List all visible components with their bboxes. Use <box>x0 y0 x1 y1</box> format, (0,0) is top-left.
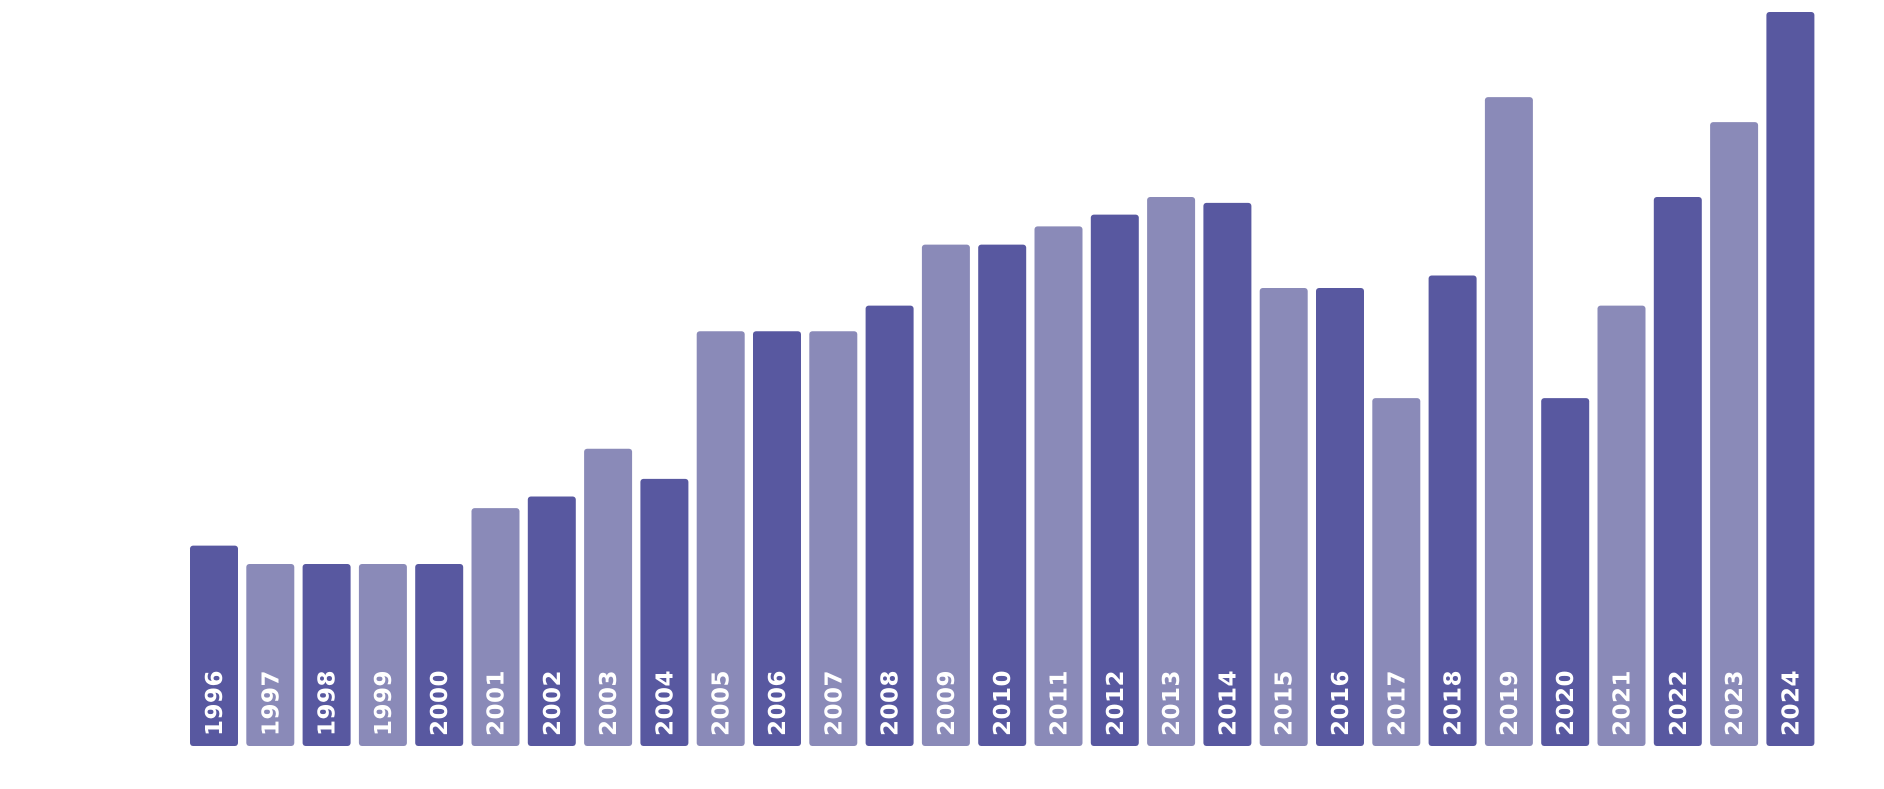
bar-group-2006: 2006 <box>753 331 801 746</box>
bar-group-2022: 2022 <box>1653 196 1702 746</box>
bar-2003 <box>584 448 633 746</box>
bar-group-2013: 2013 <box>1147 196 1196 746</box>
bar-group-2012: 2012 <box>1090 214 1139 747</box>
bar-label-2020: 2020 <box>1553 670 1579 736</box>
bar-label-2001: 2001 <box>484 670 510 736</box>
bar-label-2014: 2014 <box>1215 670 1241 736</box>
bar-group-2018: 2018 <box>1428 275 1477 746</box>
bar-label-1997: 1997 <box>258 670 284 736</box>
bar-2019 <box>1484 97 1533 747</box>
bar-2014 <box>1203 202 1252 747</box>
bar-group-2014: 2014 <box>1203 202 1252 747</box>
bar-2004 <box>640 478 689 746</box>
bar-label-2016: 2016 <box>1328 670 1354 736</box>
bar-group-1997: 1997 <box>246 563 295 746</box>
bar-2008 <box>865 305 914 746</box>
bar-label-2003: 2003 <box>596 670 622 736</box>
bar-group-2019: 2019 <box>1484 97 1533 747</box>
bar-2011 <box>1034 226 1083 746</box>
bar-2017 <box>1372 398 1421 746</box>
bar-2024 <box>1766 12 1815 746</box>
bar-2016 <box>1316 287 1364 746</box>
bar-label-2012: 2012 <box>1103 670 1129 736</box>
bar-1998 <box>302 563 351 746</box>
bar-2021 <box>1597 305 1646 746</box>
bar-2015 <box>1259 287 1308 746</box>
bar-2006 <box>753 331 801 746</box>
bar-2012 <box>1090 214 1139 747</box>
bar-group-2007: 2007 <box>809 331 858 746</box>
bar-group-2000: 2000 <box>415 563 464 746</box>
bar-2001 <box>471 508 520 746</box>
bar-label-2019: 2019 <box>1497 670 1523 736</box>
bar-1997 <box>246 563 295 746</box>
bar-label-2006: 2006 <box>765 670 791 736</box>
bar-group-2017: 2017 <box>1372 398 1421 746</box>
bar-label-2002: 2002 <box>540 670 566 736</box>
bar-group-2010: 2010 <box>978 244 1027 747</box>
bar-2020 <box>1541 398 1590 746</box>
bar-label-2010: 2010 <box>990 670 1016 736</box>
bar-label-2008: 2008 <box>878 670 904 736</box>
bar-2022 <box>1653 196 1702 746</box>
bar-label-1999: 1999 <box>371 670 397 736</box>
bar-group-2020: 2020 <box>1541 398 1590 746</box>
bar-group-2005: 2005 <box>696 331 745 746</box>
bar-group-2004: 2004 <box>640 478 689 746</box>
bar-group-2008: 2008 <box>865 305 914 746</box>
bar-group-1998: 1998 <box>302 563 351 746</box>
bar-label-1998: 1998 <box>315 670 341 736</box>
bar-label-2005: 2005 <box>709 670 735 736</box>
bar-group-2024: 2024 <box>1766 12 1815 746</box>
bar-label-2023: 2023 <box>1722 670 1748 736</box>
bar-label-2021: 2021 <box>1610 670 1636 736</box>
bar-2018 <box>1428 275 1477 746</box>
bar-group-2021: 2021 <box>1597 305 1646 746</box>
bar-label-1996: 1996 <box>202 670 228 736</box>
bar-1999 <box>358 563 407 746</box>
bar-label-2017: 2017 <box>1384 670 1410 736</box>
bar-label-2024: 2024 <box>1778 670 1804 736</box>
bar-label-2007: 2007 <box>821 670 847 736</box>
bar-2002 <box>527 496 576 746</box>
bar-group-2011: 2011 <box>1034 226 1083 746</box>
bar-2005 <box>696 331 745 746</box>
bar-label-2018: 2018 <box>1441 670 1467 736</box>
bar-2023 <box>1710 122 1759 747</box>
bar-group-2023: 2023 <box>1710 122 1759 747</box>
bar-group-2015: 2015 <box>1259 287 1308 746</box>
bar-2013 <box>1147 196 1196 746</box>
bar-group-2016: 2016 <box>1316 287 1364 746</box>
bar-1996 <box>190 545 238 746</box>
bar-label-2022: 2022 <box>1666 670 1692 736</box>
bar-group-1996: 1996 <box>190 545 238 746</box>
bar-label-2015: 2015 <box>1272 670 1298 736</box>
bar-group-2001: 2001 <box>471 508 520 746</box>
bar-2007 <box>809 331 858 746</box>
bar-label-2013: 2013 <box>1159 670 1185 736</box>
bar-label-2011: 2011 <box>1047 670 1073 736</box>
bar-label-2004: 2004 <box>652 670 678 736</box>
bar-group-2002: 2002 <box>527 496 576 746</box>
bar-label-2009: 2009 <box>934 670 960 736</box>
bar-2009 <box>921 244 970 747</box>
bar-2010 <box>978 244 1027 747</box>
bar-label-2000: 2000 <box>427 670 453 736</box>
bar-group-2009: 2009 <box>921 244 970 747</box>
bar-group-2003: 2003 <box>584 448 633 746</box>
bar-2000 <box>415 563 464 746</box>
bar-group-1999: 1999 <box>358 563 407 746</box>
